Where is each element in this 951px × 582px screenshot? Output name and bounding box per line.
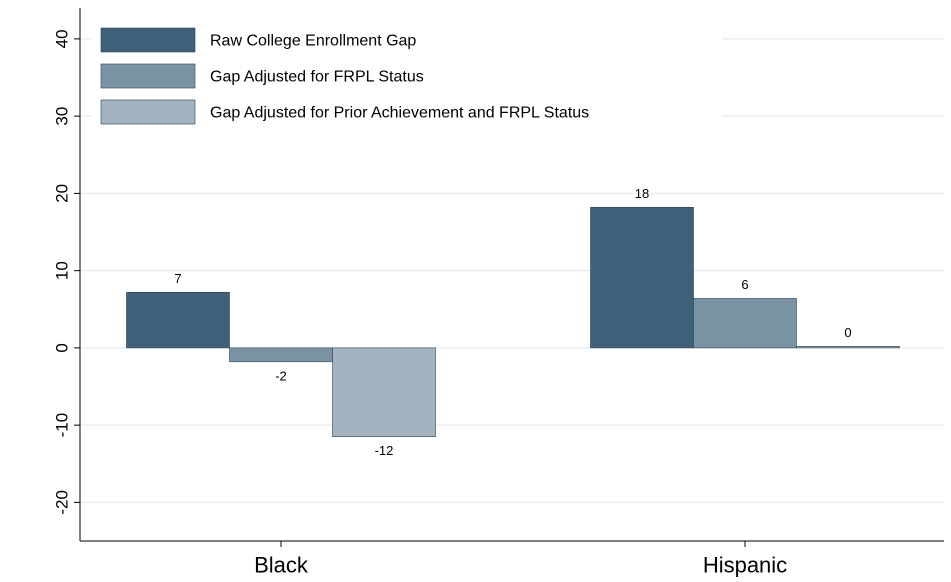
legend-label-3: Gap Adjusted for Prior Achievement and F…: [210, 105, 589, 122]
axes: [79, 8, 944, 542]
legend-background: [92, 18, 722, 130]
y-ticks: -20 -10 0 10 20 30 40: [53, 29, 80, 515]
y-tick-label: -10: [53, 413, 72, 438]
category-label: Black: [254, 553, 309, 578]
legend-swatch-2: [100, 63, 196, 89]
data-label: 0: [844, 325, 851, 340]
y-tick-label: 10: [53, 261, 72, 280]
bars: [126, 206, 900, 438]
legend-label-2: Gap Adjusted for FRPL Status: [210, 69, 424, 86]
data-label: -12: [375, 443, 394, 458]
bar-hispanic-series-1: [590, 206, 694, 349]
y-tick-label: 20: [53, 184, 72, 203]
y-tick-label: 40: [53, 29, 72, 48]
data-labels: 7 -2 -12 18 6 0: [174, 186, 851, 458]
legend-label-1: Raw College Enrollment Gap: [210, 33, 416, 50]
category-label: Hispanic: [703, 553, 787, 578]
data-label: 18: [635, 186, 649, 201]
y-tick-label: 0: [53, 343, 72, 352]
data-label: -2: [275, 368, 287, 383]
data-label: 7: [174, 271, 181, 286]
bar-hispanic-series-2: [693, 298, 797, 349]
legend-swatch-3: [100, 99, 196, 125]
bar-hispanic-series-3: [796, 346, 900, 349]
bar-black-series-1: [126, 291, 230, 349]
data-label: 6: [741, 277, 748, 292]
y-tick-label: 30: [53, 107, 72, 126]
category-labels: Black Hispanic: [254, 541, 787, 578]
bar-black-series-2: [229, 347, 333, 363]
legend: Raw College Enrollment Gap Gap Adjusted f…: [92, 18, 722, 130]
legend-swatch-1: [100, 27, 196, 53]
bar-black-series-3: [332, 347, 436, 438]
y-tick-label: -20: [53, 490, 72, 515]
